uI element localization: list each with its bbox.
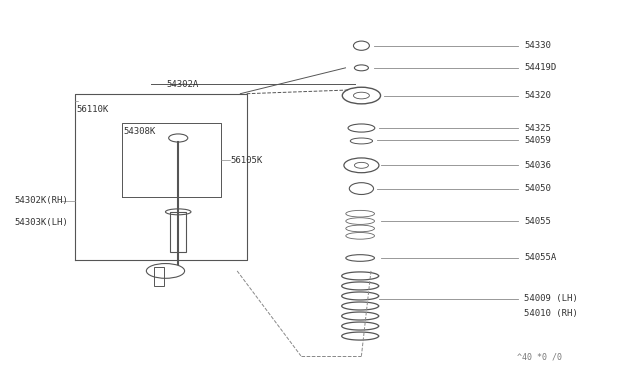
Text: 54055A: 54055A (524, 253, 556, 263)
Text: 54055: 54055 (524, 217, 551, 225)
Bar (154, 267, 164, 286)
Text: 54325: 54325 (524, 124, 551, 132)
Text: 54059: 54059 (524, 136, 551, 145)
Text: 54308K: 54308K (124, 127, 156, 136)
Text: 54303K(LH): 54303K(LH) (14, 218, 68, 227)
Text: 54036: 54036 (524, 161, 551, 170)
Text: 54330: 54330 (524, 41, 551, 50)
Text: 56110K: 56110K (77, 105, 109, 114)
Text: 54010 (RH): 54010 (RH) (524, 309, 578, 318)
Bar (170, 212, 186, 253)
Text: 54009 (LH): 54009 (LH) (524, 294, 578, 303)
Text: 54302A: 54302A (167, 80, 199, 89)
Text: ^40 *0 /0: ^40 *0 /0 (517, 352, 562, 361)
Text: 54320: 54320 (524, 91, 551, 100)
Text: 54419D: 54419D (524, 63, 556, 72)
Text: 56105K: 56105K (231, 155, 263, 165)
Text: 54050: 54050 (524, 184, 551, 193)
Text: 54302K(RH): 54302K(RH) (14, 196, 68, 205)
